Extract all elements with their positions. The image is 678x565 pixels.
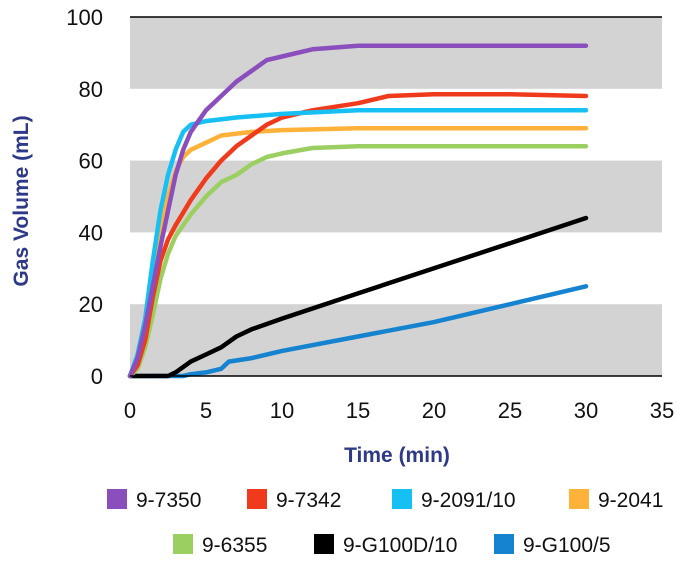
y-tick-label: 60 [79,149,103,174]
legend-swatch [569,489,589,509]
series-line-9-7350 [127,43,589,379]
series-line-9-6355 [127,143,589,379]
legend-swatch [494,534,514,554]
x-tick-label: 15 [346,398,370,423]
legend-swatch [314,534,334,554]
y-tick-label: 100 [66,5,103,30]
legend-label: 9-7342 [276,489,341,512]
axes [130,16,662,377]
x-tick-label: 5 [200,398,212,423]
grid-bands [130,17,662,376]
x-axis-title: Time (min) [344,444,450,467]
x-tick-label: 10 [270,398,294,423]
legend-label: 9-6355 [202,534,267,557]
legend-item: 9-2091/10 [392,489,516,512]
grid-band [130,304,662,376]
legend-item: 9-2041 [569,489,663,512]
y-axis-title: Gas Volume (mL) [10,115,33,286]
series-line-9-g100-5 [127,284,589,379]
x-tick-label: 20 [422,398,446,423]
legend-label: 9-2041 [598,489,663,512]
y-tick-label: 20 [79,292,103,317]
legend-item: 9-7342 [247,489,341,512]
legend-swatch [247,489,267,509]
series-line-9-g100d-10 [127,215,589,379]
y-tick-label: 40 [79,220,103,245]
legend-swatch [107,489,127,509]
x-tick-label: 35 [650,398,674,423]
y-tick-label: 80 [79,77,103,102]
legend-item: 9-7350 [107,489,201,512]
legend-item: 9-G100D/10 [314,534,457,557]
series-line-9-2091-10 [127,108,589,379]
y-tick-labels: 0 20 40 60 80 100 [66,5,103,389]
legend-swatch [173,534,193,554]
grid-band [130,17,662,89]
x-tick-label: 0 [124,398,136,423]
y-tick-label: 0 [91,364,103,389]
legend-label: 9-2091/10 [421,489,516,512]
legend-swatch [392,489,412,509]
x-tick-labels: 0 5 10 15 20 25 30 35 [124,398,674,423]
series-lines [127,43,589,379]
legend-label: 9-G100D/10 [343,534,457,557]
legend-item: 9-6355 [173,534,267,557]
legend: 9-7350 9-7342 9-2091/10 9-2041 9-6355 9-G100D… [107,489,663,557]
x-tick-label: 30 [574,398,598,423]
legend-label: 9-G100/5 [523,534,611,557]
legend-item: 9-G100/5 [494,534,611,557]
x-tick-label: 25 [498,398,522,423]
legend-label: 9-7350 [136,489,201,512]
